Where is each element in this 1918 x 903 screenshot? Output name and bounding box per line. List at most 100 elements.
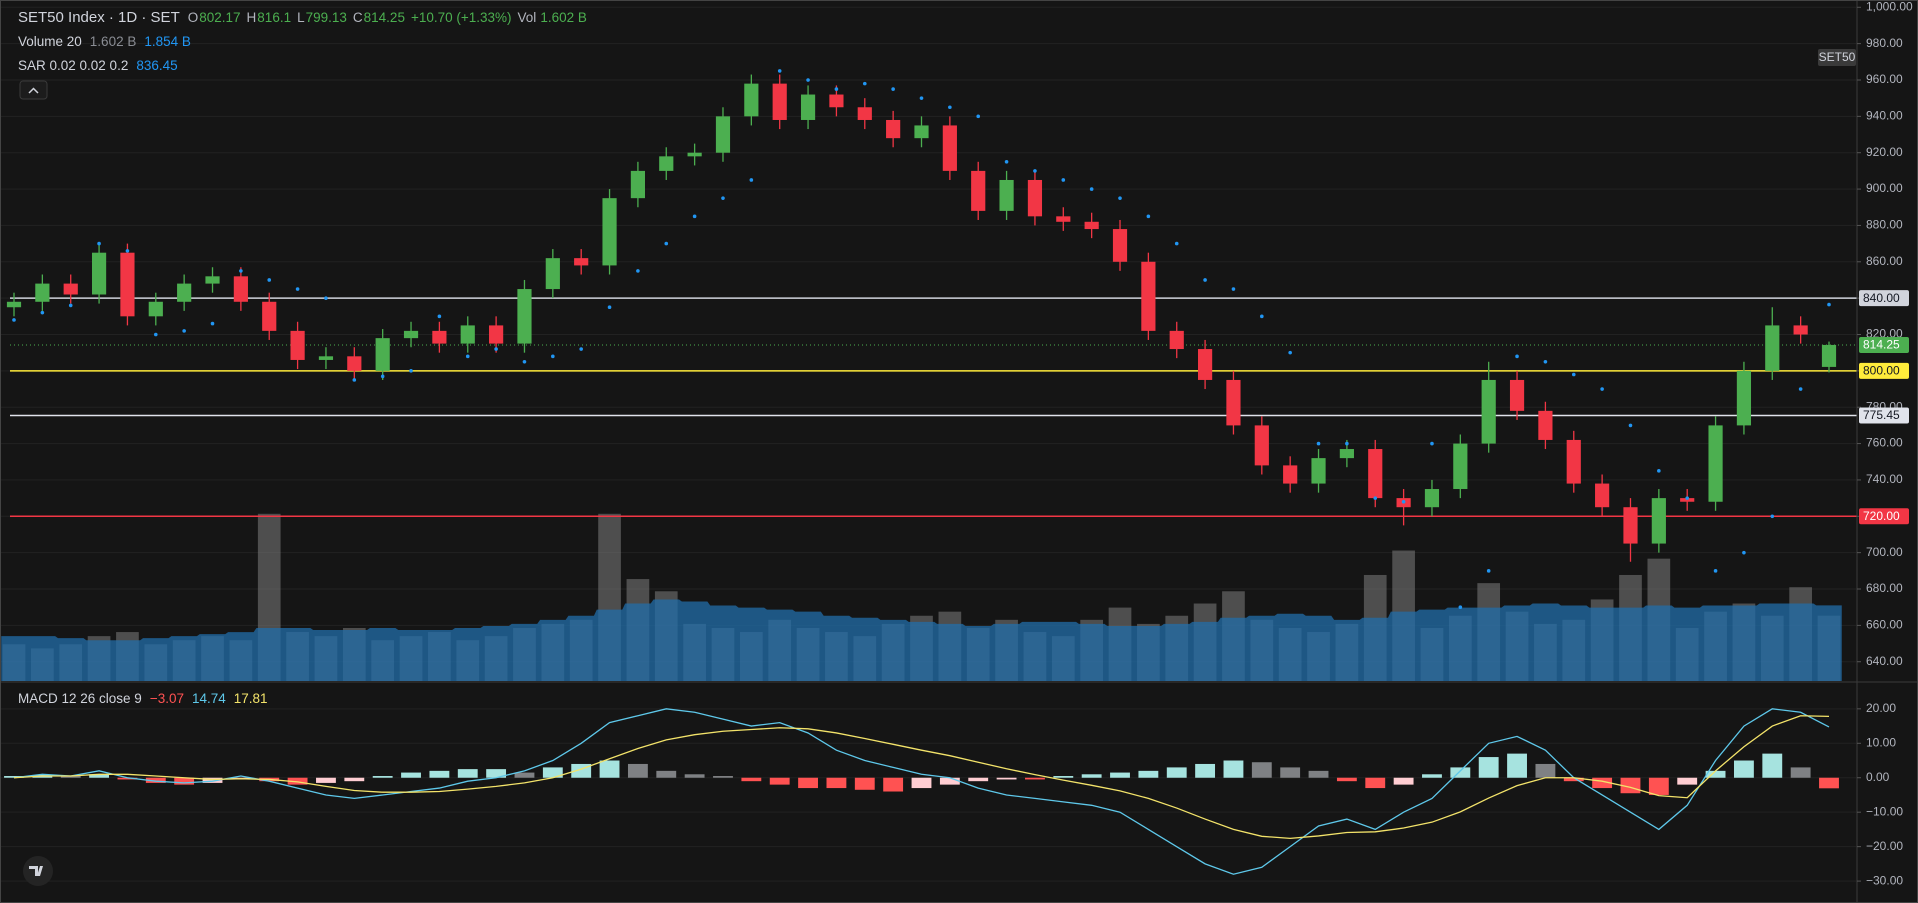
candle-body xyxy=(1084,221,1099,230)
price-axis-bg xyxy=(1857,0,1918,903)
candle-body xyxy=(659,156,674,171)
candle-body xyxy=(1027,179,1043,217)
tradingview-logo[interactable] xyxy=(23,856,53,886)
indicator-name: MACD 12 26 close 9 xyxy=(18,691,142,706)
sar-dot xyxy=(1543,359,1548,364)
candle-body xyxy=(1651,498,1666,544)
sar-dot xyxy=(210,321,215,326)
candle-body xyxy=(772,83,787,120)
candle-body xyxy=(120,252,135,317)
volume-layer xyxy=(1,513,1842,681)
candle-body xyxy=(262,301,277,331)
macd-histogram-bar xyxy=(741,777,762,782)
y-tick-label: 740.00 xyxy=(1866,472,1903,486)
sar-dot xyxy=(1146,214,1151,219)
macd-histogram-bar xyxy=(1081,774,1102,778)
sar-dot xyxy=(522,359,527,364)
sar-dot xyxy=(1685,496,1690,500)
y-tick-label: 900.00 xyxy=(1866,181,1903,195)
sar-dot xyxy=(1288,350,1292,355)
macd-histogram-bar xyxy=(1563,777,1584,782)
sar-dot xyxy=(1742,550,1746,555)
candle-body xyxy=(1708,425,1723,502)
y-tick-label: −10.00 xyxy=(1866,804,1903,818)
sar-dot xyxy=(891,87,895,91)
candle-body xyxy=(1481,379,1496,444)
macd-histogram-bar xyxy=(769,777,790,785)
collapse-button[interactable] xyxy=(19,80,48,100)
change: +10.70 (+1.33%) xyxy=(410,10,512,25)
macd-histogram-bar xyxy=(798,777,818,789)
candle-body xyxy=(886,119,901,139)
candle-body xyxy=(1169,330,1184,350)
sar-dot xyxy=(295,287,300,291)
macd-histogram-bar xyxy=(1365,777,1386,789)
candle-body xyxy=(1056,216,1071,222)
y-tick-label: 980.00 xyxy=(1866,36,1903,50)
sar-dot xyxy=(948,105,952,110)
macd-histogram-bar xyxy=(883,777,904,792)
legend-macd: MACD 12 26 close 9 −3.07 14.74 17.81 xyxy=(18,691,268,706)
sar-dot xyxy=(1657,469,1661,473)
candle-body xyxy=(460,325,475,344)
candle-body xyxy=(1453,443,1468,490)
candle-body xyxy=(1226,379,1241,426)
sar-dot xyxy=(12,318,16,322)
sar-dot xyxy=(579,347,583,351)
sar-dot xyxy=(68,303,73,308)
macd-histogram-bar xyxy=(996,777,1017,780)
candle-body xyxy=(1339,449,1354,459)
ohlc-value: 816.1 xyxy=(257,10,292,25)
sar-dot xyxy=(182,329,186,333)
candle-body xyxy=(1198,349,1213,380)
candle-body xyxy=(205,276,220,284)
sar-dot xyxy=(1061,178,1066,182)
macd-histogram-bar xyxy=(344,777,365,782)
sar-dot xyxy=(1203,278,1207,282)
candle-body xyxy=(1623,507,1638,544)
candle-body xyxy=(800,94,816,120)
ohlc-key: O xyxy=(187,10,199,25)
indicator-value: −3.07 xyxy=(149,691,184,706)
sar-dot xyxy=(1260,314,1264,319)
macd-histogram-bar xyxy=(1535,763,1556,778)
sar-dot xyxy=(1486,569,1491,573)
macd-histogram-bar xyxy=(1422,774,1442,778)
macd-histogram-bar xyxy=(1251,762,1272,778)
axis-layer: 640.00 660.00 680.00 700.00 720.00 740.00 760.… xyxy=(1818,0,1913,887)
symbol-title: SET50 Index · 1D · SET xyxy=(18,9,180,26)
candle-body xyxy=(942,125,957,171)
macd-histogram-bar xyxy=(372,776,393,778)
sar-dot xyxy=(1798,387,1803,391)
macd-histogram-bar xyxy=(826,777,847,789)
sar-dot xyxy=(380,374,385,379)
indicator-name: SAR 0.02 0.02 0.2 xyxy=(18,58,129,73)
candle-body xyxy=(1538,410,1553,440)
candle-body xyxy=(1368,449,1383,499)
indicator-value: 1.602 B xyxy=(89,34,137,49)
macd-histogram-bar xyxy=(1195,763,1216,778)
indicator-value: 17.81 xyxy=(233,691,268,706)
sar-dot xyxy=(1033,169,1037,173)
last-price-label-box xyxy=(1859,336,1909,353)
level-label: 840.00 xyxy=(1863,291,1900,305)
sar-dot xyxy=(1827,302,1831,307)
macd-histogram-bar xyxy=(316,777,336,783)
candle-body xyxy=(1765,325,1780,371)
level-label-box xyxy=(1859,362,1909,379)
legend-volume: Volume 20 1.602 B 1.854 B xyxy=(18,34,191,49)
macd-histogram-bar xyxy=(486,769,507,778)
sar-dot xyxy=(125,249,130,253)
macd-line xyxy=(13,708,1830,875)
sar-dot xyxy=(1089,187,1094,191)
macd-histogram-bar xyxy=(1507,753,1527,778)
level-label: 800.00 xyxy=(1863,364,1900,378)
macd-histogram-bar xyxy=(60,776,81,778)
sar-dot xyxy=(1401,499,1406,504)
candle-body xyxy=(1736,370,1752,426)
macd-histogram-bar xyxy=(1478,757,1499,778)
candle-body xyxy=(744,83,759,117)
y-tick-label: 660.00 xyxy=(1866,618,1903,632)
macd-histogram-bar xyxy=(656,770,677,778)
